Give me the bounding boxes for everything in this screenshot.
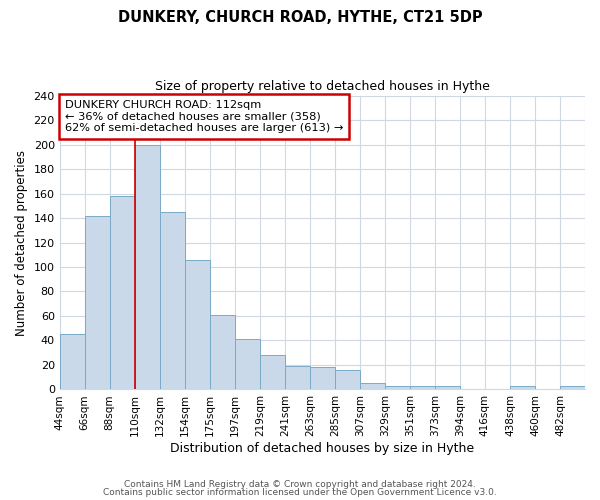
Bar xyxy=(185,260,210,390)
Bar xyxy=(110,196,135,390)
Bar xyxy=(160,212,185,390)
Text: Contains HM Land Registry data © Crown copyright and database right 2024.: Contains HM Land Registry data © Crown c… xyxy=(124,480,476,489)
Bar xyxy=(310,368,335,390)
Text: Contains public sector information licensed under the Open Government Licence v3: Contains public sector information licen… xyxy=(103,488,497,497)
Bar xyxy=(285,366,310,390)
Bar xyxy=(85,216,110,390)
Bar xyxy=(510,386,535,390)
X-axis label: Distribution of detached houses by size in Hythe: Distribution of detached houses by size … xyxy=(170,442,475,455)
Bar xyxy=(560,386,585,390)
Bar xyxy=(410,386,435,390)
Bar xyxy=(59,334,85,390)
Bar xyxy=(210,315,235,390)
Bar xyxy=(135,144,160,390)
Bar xyxy=(260,355,285,390)
Text: DUNKERY CHURCH ROAD: 112sqm
← 36% of detached houses are smaller (358)
62% of se: DUNKERY CHURCH ROAD: 112sqm ← 36% of det… xyxy=(65,100,343,133)
Text: DUNKERY, CHURCH ROAD, HYTHE, CT21 5DP: DUNKERY, CHURCH ROAD, HYTHE, CT21 5DP xyxy=(118,10,482,25)
Bar xyxy=(435,386,460,390)
Bar xyxy=(335,370,360,390)
Bar xyxy=(385,386,410,390)
Bar xyxy=(235,339,260,390)
Bar xyxy=(360,384,385,390)
Y-axis label: Number of detached properties: Number of detached properties xyxy=(15,150,28,336)
Title: Size of property relative to detached houses in Hythe: Size of property relative to detached ho… xyxy=(155,80,490,93)
